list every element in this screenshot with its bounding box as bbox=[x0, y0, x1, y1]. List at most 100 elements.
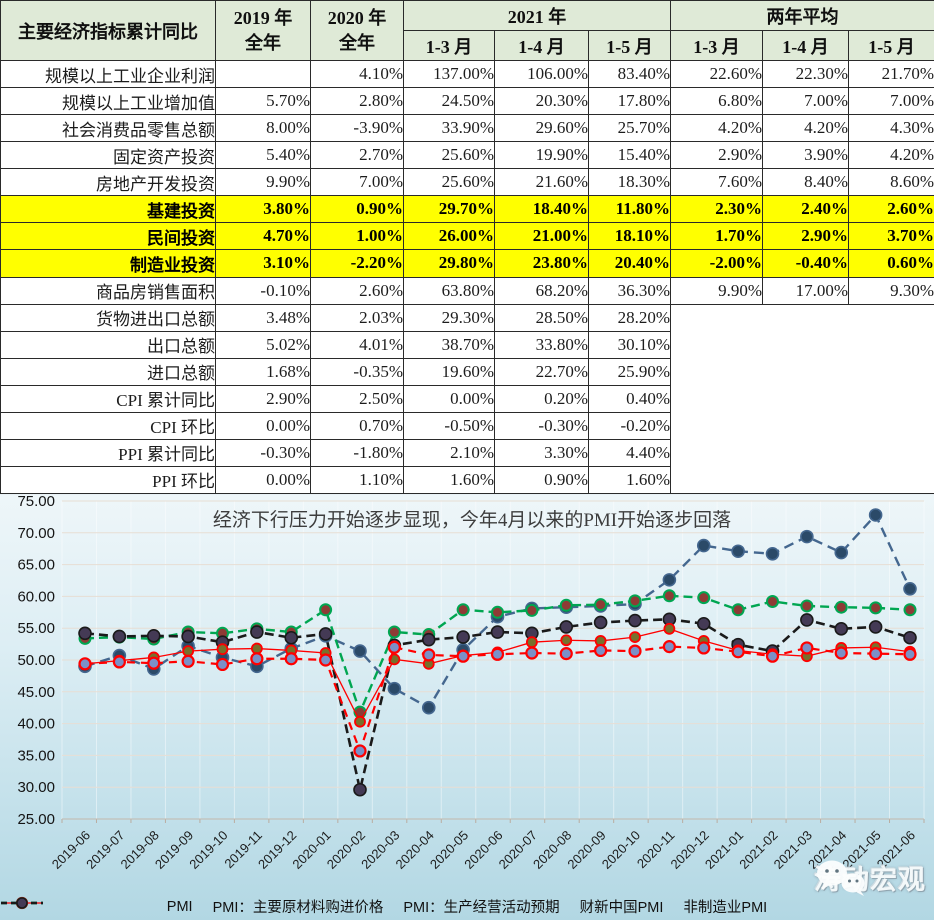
cell-value: 4.10% bbox=[310, 59, 404, 89]
cell-value bbox=[215, 59, 311, 89]
series-marker-0 bbox=[800, 641, 814, 655]
series-marker-0 bbox=[215, 657, 230, 672]
y-tick-label: 50.00 bbox=[17, 652, 55, 669]
series-marker-3 bbox=[354, 715, 366, 728]
indicators-table-body: 规模以上工业企业利润 4.10% 137.00% 106.00% 83.40% 22.60… bbox=[0, 59, 934, 495]
cell-value: 22.30% bbox=[762, 59, 850, 89]
cell-value: 25.90% bbox=[587, 357, 672, 386]
series-marker-4 bbox=[353, 782, 367, 797]
header-group-2yr-avg: 两年平均 bbox=[670, 0, 934, 31]
series-marker-0 bbox=[112, 655, 126, 669]
table-row: PPI 累计同比 -0.30% -1.80% 2.10% 3.30% 4.40% bbox=[0, 438, 934, 467]
series-marker-1 bbox=[421, 700, 436, 715]
cell-value: 17.80% bbox=[587, 87, 672, 116]
cell-value: 0.70% bbox=[310, 411, 404, 440]
series-marker-0 bbox=[628, 644, 642, 658]
cell-value: 2.50% bbox=[310, 384, 404, 413]
cell-value: -0.50% bbox=[403, 411, 495, 440]
series-marker-0 bbox=[525, 646, 539, 660]
cell-value: 15.40% bbox=[587, 141, 672, 170]
series-marker-2 bbox=[903, 603, 917, 617]
header-2020-line1: 2020 年 bbox=[327, 8, 387, 29]
table-row: 货物进出口总额 3.48% 2.03% 29.30% 28.50% 28.20% bbox=[0, 303, 934, 495]
row-label: PPI 累计同比 bbox=[0, 438, 216, 467]
series-marker-4 bbox=[490, 625, 505, 639]
table-row: 固定资产投资 5.40% 2.70% 25.60% 19.90% 15.40% 2.90% 3… bbox=[0, 141, 934, 170]
series-marker-4 bbox=[593, 615, 608, 630]
series-marker-4 bbox=[78, 626, 92, 641]
y-tick-label: 55.00 bbox=[17, 620, 55, 637]
cell-value: -0.30% bbox=[494, 411, 589, 440]
legend-swatch bbox=[1, 897, 43, 909]
cell-value: 22.70% bbox=[494, 357, 589, 386]
series-marker-1 bbox=[834, 545, 849, 560]
cell-value: 7.60% bbox=[670, 168, 764, 197]
series-marker-2 bbox=[697, 591, 711, 605]
indicators-table: 主要经济指标累计同比 2019 年 全年 2020 年 全年 2021 年 两年… bbox=[0, 0, 934, 495]
series-marker-0 bbox=[387, 640, 401, 654]
cell-value: 0.90% bbox=[310, 195, 404, 224]
cell-value: 20.30% bbox=[494, 87, 589, 116]
table-row: 基建投资 3.80% 0.90% 29.70% 18.40% 11.80% 2.30% 2.4… bbox=[0, 195, 934, 224]
cell-value: 5.70% bbox=[215, 87, 311, 116]
cell-value: 137.00% bbox=[403, 59, 495, 89]
cell-value: 8.00% bbox=[215, 114, 311, 143]
legend-label: PMI：主要原材料购进价格 bbox=[212, 900, 384, 916]
cell-value: 3.30% bbox=[494, 438, 589, 467]
cell-value: 0.90% bbox=[494, 465, 589, 495]
cell-value: 2.90% bbox=[762, 222, 850, 251]
series-marker-0 bbox=[869, 647, 883, 661]
cell-value: 1.70% bbox=[670, 222, 764, 251]
cell-value: 25.70% bbox=[587, 114, 672, 143]
cell-value: 9.90% bbox=[670, 276, 764, 305]
series-marker-2 bbox=[387, 625, 401, 639]
cell-value: -2.00% bbox=[670, 249, 764, 278]
cell-value: 8.40% bbox=[762, 168, 850, 197]
row-label: CPI 累计同比 bbox=[0, 384, 216, 413]
cell-value: 29.30% bbox=[403, 303, 495, 332]
table-row: 进口总额 1.68% -0.35% 19.60% 22.70% 25.90% bbox=[0, 357, 934, 386]
cell-value: 2.90% bbox=[215, 384, 311, 413]
x-tick-label: 2020-10 bbox=[599, 828, 643, 872]
cell-value: 106.00% bbox=[494, 59, 589, 89]
y-tick-label: 70.00 bbox=[17, 525, 55, 542]
header-indicator-label: 主要经济指标累计同比 bbox=[18, 21, 198, 42]
y-tick-label: 60.00 bbox=[17, 588, 55, 605]
series-marker-0 bbox=[731, 645, 745, 659]
header-2yr-m14: 1-4 月 bbox=[762, 30, 850, 61]
cell-value: 0.00% bbox=[215, 411, 311, 440]
cell-value: -2.20% bbox=[310, 249, 404, 278]
series-marker-0 bbox=[903, 647, 917, 661]
cell-value: -0.30% bbox=[215, 438, 311, 467]
cell-value: 4.70% bbox=[215, 222, 311, 251]
watermark: 涛动宏观 bbox=[814, 858, 926, 897]
header-2yr-m15: 1-5 月 bbox=[848, 30, 934, 61]
cell-value: 1.68% bbox=[215, 357, 311, 386]
header-2021-m13: 1-3 月 bbox=[403, 30, 495, 61]
cell-value: 2.30% bbox=[670, 195, 764, 224]
legend-item-0: PMI bbox=[1, 896, 193, 915]
series-marker-2 bbox=[766, 594, 779, 608]
header-indicator: 主要经济指标累计同比 bbox=[0, 0, 216, 61]
cell-value: 17.00% bbox=[762, 276, 850, 305]
cell-value: 2.70% bbox=[310, 141, 404, 170]
row-label: 制造业投资 bbox=[0, 249, 216, 278]
table-row: 民间投资 4.70% 1.00% 26.00% 21.00% 18.10% 1.70% 2.9… bbox=[0, 222, 934, 251]
y-tick-label: 35.00 bbox=[17, 747, 55, 764]
y-tick-label: 25.00 bbox=[17, 811, 55, 828]
series-marker-2 bbox=[800, 599, 814, 613]
row-label: 社会消费品零售总额 bbox=[0, 114, 216, 143]
empty-region bbox=[670, 303, 934, 495]
cell-value: 2.40% bbox=[762, 195, 850, 224]
series-marker-2 bbox=[594, 598, 608, 612]
series-marker-4 bbox=[421, 632, 436, 647]
cell-value: -3.90% bbox=[310, 114, 404, 143]
series-marker-4 bbox=[834, 622, 849, 636]
series-marker-0 bbox=[284, 652, 298, 666]
series-marker-0 bbox=[78, 657, 92, 671]
cell-value: 11.80% bbox=[587, 195, 672, 224]
legend-item-4: 非制造业PMI bbox=[1, 896, 767, 917]
series-marker-0 bbox=[353, 744, 367, 758]
series-marker-1 bbox=[868, 508, 883, 522]
